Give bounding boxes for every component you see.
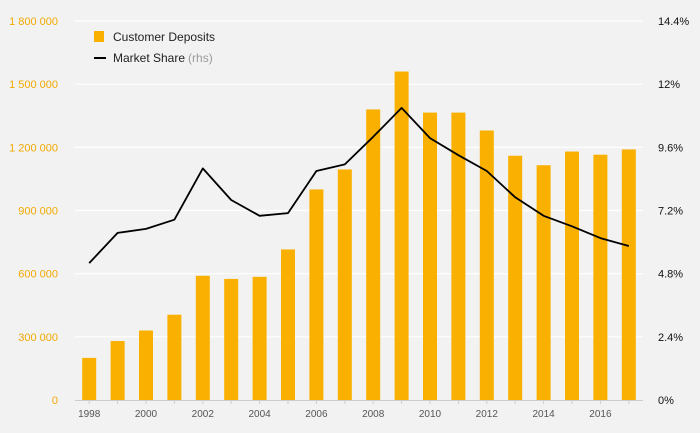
y-right-tick-label: 9.6% — [658, 142, 683, 154]
x-tick-label: 2010 — [419, 409, 442, 420]
bar-customer-deposits — [224, 278, 239, 400]
bar-customer-deposits — [366, 109, 381, 400]
legend-line-market-share — [94, 56, 106, 59]
y-left-tick-label: 1 200 000 — [9, 142, 58, 154]
x-tick-label: 2000 — [135, 409, 158, 420]
legend-label-market-share: Market Share — [113, 50, 186, 65]
x-tick-label: 2016 — [589, 409, 612, 420]
bar-customer-deposits — [479, 130, 494, 400]
y-left-tick-label: 900 000 — [18, 206, 58, 218]
y-left-tick-label: 0 — [52, 395, 58, 407]
x-tick-label: 1998 — [78, 409, 101, 420]
bar-customer-deposits — [423, 112, 437, 400]
bar-customer-deposits — [309, 189, 324, 400]
y-right-tick-label: 7.2% — [658, 206, 683, 218]
y-left-tick-label: 300 000 — [18, 332, 58, 344]
bar-customer-deposits — [195, 275, 210, 400]
bar-customer-deposits — [82, 357, 97, 400]
y-right-tick-label: 4.8% — [658, 269, 683, 281]
x-tick-label: 2008 — [362, 409, 385, 420]
x-tick-label: 2006 — [305, 409, 328, 420]
bar-customer-deposits — [593, 154, 608, 400]
y-right-tick-label: 0% — [658, 395, 674, 407]
bar-customer-deposits — [565, 151, 579, 400]
x-tick-label: 2002 — [192, 409, 215, 420]
y-right-tick-label: 14.4% — [658, 16, 689, 28]
line-market-share — [88, 107, 630, 264]
x-tick-label: 2012 — [476, 409, 499, 420]
legend-item-market-share: Market Share (rhs) — [94, 47, 215, 68]
bar-customer-deposits — [536, 165, 551, 400]
y-left-tick-label: 1 500 000 — [9, 79, 58, 91]
legend: Customer Deposits Market Share (rhs) — [94, 26, 215, 68]
legend-label-deposits: Customer Deposits — [113, 29, 216, 44]
legend-item-deposits: Customer Deposits — [94, 26, 215, 47]
y-left-tick-label: 1 800 000 — [9, 16, 58, 28]
bar-customer-deposits — [281, 249, 295, 400]
legend-swatch-deposits — [94, 31, 104, 42]
x-tick-label: 2014 — [532, 409, 555, 420]
bar-customer-deposits — [451, 112, 466, 400]
bar-customer-deposits — [508, 155, 523, 400]
y-right-tick-label: 2.4% — [658, 332, 683, 344]
bar-customer-deposits — [621, 149, 636, 400]
bar-customer-deposits — [167, 314, 182, 400]
bar-customer-deposits — [110, 341, 125, 400]
bar-customer-deposits — [139, 330, 153, 400]
x-tick-label: 2004 — [248, 409, 271, 420]
y-left-tick-label: 600 000 — [18, 269, 58, 281]
y-right-tick-label: 12% — [658, 79, 680, 91]
legend-note-rhs: (rhs) — [188, 50, 213, 65]
bar-customer-deposits — [337, 169, 352, 400]
bar-customer-deposits — [252, 276, 267, 400]
bar-customer-deposits — [394, 71, 409, 401]
